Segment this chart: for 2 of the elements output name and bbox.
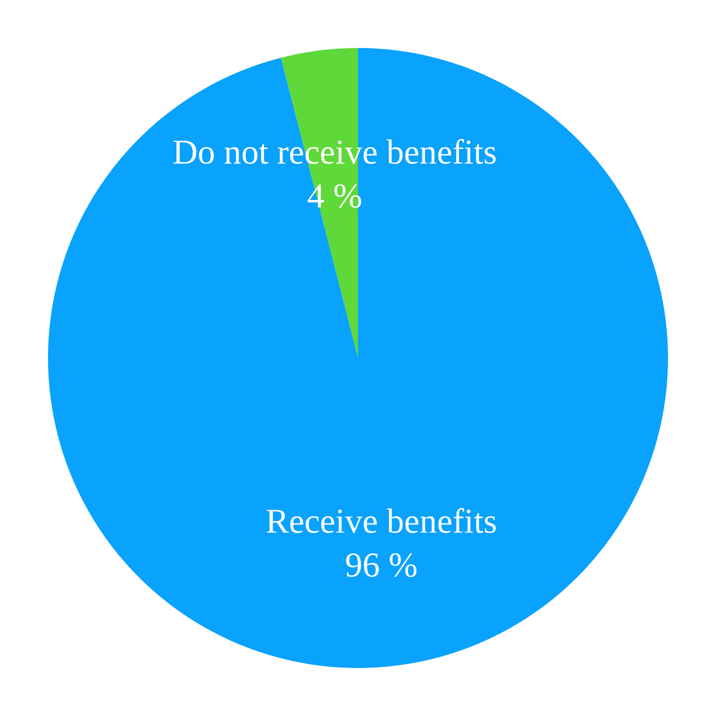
data-label: 96 % <box>346 553 416 577</box>
slice-label: Receive benefits <box>266 508 496 534</box>
